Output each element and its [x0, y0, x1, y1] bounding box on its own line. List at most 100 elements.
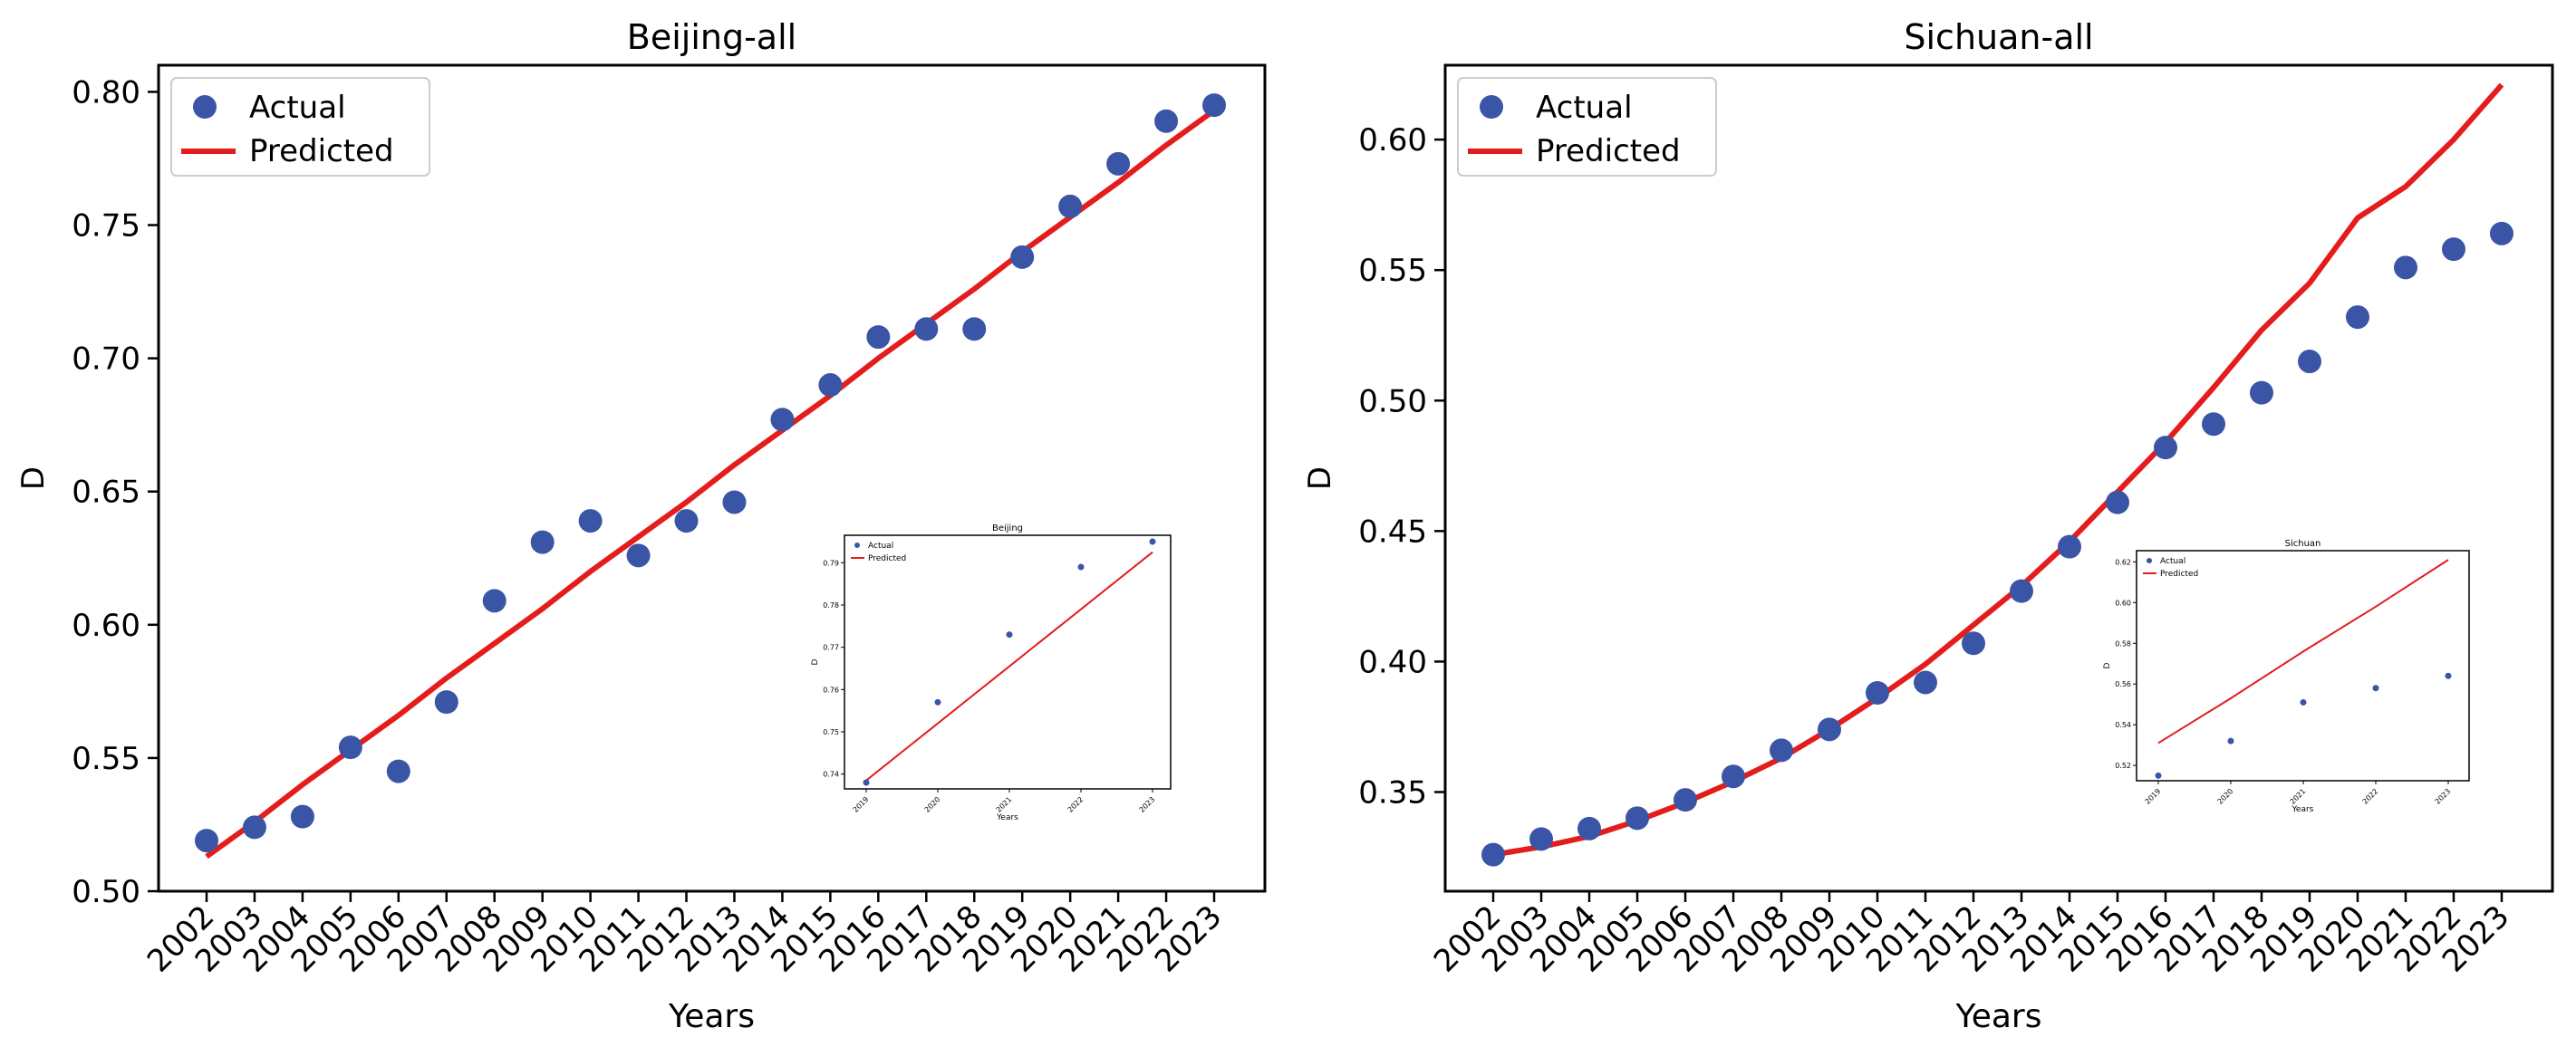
y-axis-label: D [15, 466, 52, 490]
actual-point [1481, 842, 1505, 867]
y-tick-label: 0.60 [72, 608, 140, 644]
y-tick-label: 0.65 [72, 475, 140, 511]
x-axis-label: Years [668, 998, 755, 1035]
chart-title: Beijing-all [627, 17, 796, 57]
legend-label-actual: Actual [249, 90, 346, 126]
y-tick-label: 0.55 [1358, 253, 1427, 289]
inset-y-tick-label: 0.77 [823, 644, 839, 652]
actual-point [866, 325, 891, 350]
inset-actual-point [2445, 672, 2452, 679]
actual-point [242, 815, 266, 840]
actual-point [578, 509, 603, 533]
actual-point [818, 373, 843, 398]
inset-title: Beijing [992, 524, 1023, 533]
actual-point [1722, 764, 1745, 789]
inset-actual-point [2300, 698, 2307, 706]
chart-panel-0: Beijing-all 0.50 0.55 0.60 0.65 0.70 0.75 0.80 2… [15, 17, 1267, 1035]
actual-point [2442, 237, 2465, 262]
inset-y-tick-label: 0.78 [823, 601, 839, 610]
inset-frame [844, 534, 1172, 790]
predicted-line [205, 108, 1216, 860]
inset-y-tick-label: 0.75 [823, 728, 839, 736]
inset-y-tick-label: 0.60 [2115, 599, 2131, 607]
inset-legend-label-actual: Actual [868, 542, 893, 551]
inset-legend-actual-marker [854, 543, 860, 548]
inset-y-tick-label: 0.76 [823, 686, 839, 694]
actual-point [1154, 109, 1179, 133]
chart-panel-1: Sichuan-all0.350.400.450.500.550.6020022… [1302, 17, 2554, 1035]
inset-y-tick-label: 0.54 [2115, 721, 2131, 729]
inset-x-axis-label: Years [2291, 805, 2314, 814]
y-tick-label: 0.55 [72, 741, 140, 777]
actual-point [2106, 490, 2129, 514]
y-tick-label: 0.35 [1358, 775, 1427, 812]
inset-y-axis-label: D [811, 658, 820, 665]
actual-point [914, 317, 939, 341]
actual-point [1577, 816, 1601, 840]
actual-point [1202, 93, 1226, 118]
inset-predicted-line [865, 551, 1153, 782]
actual-point [2394, 255, 2417, 280]
inset-actual-point [1077, 563, 1085, 571]
actual-point [1866, 681, 1889, 706]
actual-point [2010, 579, 2033, 603]
inset-legend-label-predicted: Predicted [2160, 570, 2198, 579]
actual-point [2058, 534, 2081, 559]
actual-point [674, 509, 699, 533]
actual-point [626, 543, 651, 568]
inset-y-tick-label: 0.79 [823, 559, 839, 567]
inset-x-tick-label: 2021 [2289, 787, 2308, 806]
inset-actual-point [2155, 772, 2162, 779]
actual-point [1674, 788, 1697, 812]
inset-chart: Beijing 0.74 0.75 0.76 0.77 0.78 0.79 2019 2020 2… [811, 524, 1172, 822]
actual-point [530, 530, 555, 554]
y-tick-label: 0.75 [72, 208, 140, 245]
legend-box [170, 77, 430, 177]
actual-point [2490, 221, 2513, 245]
inset-y-tick-label: 0.62 [2115, 558, 2131, 566]
actual-point [482, 589, 507, 613]
inset-actual-point [1149, 538, 1156, 545]
inset-x-tick-label: 2022 [1066, 795, 1085, 814]
legend-label-predicted: Predicted [249, 133, 394, 169]
actual-point [2154, 436, 2177, 460]
legend: Actual Predicted [170, 77, 430, 177]
y-tick-label: 0.60 [1358, 122, 1427, 158]
inset-legend-label-predicted: Predicted [868, 554, 906, 563]
inset-predicted-line [2157, 559, 2449, 744]
legend: Actual Predicted [1457, 77, 1717, 177]
inset-legend-label-actual: Actual [2160, 557, 2185, 566]
inset-title: Sichuan [2285, 539, 2321, 549]
legend-box [1457, 77, 1717, 177]
legend-label-actual: Actual [1536, 90, 1633, 126]
actual-point [2202, 412, 2225, 437]
y-axis-label: D [1302, 466, 1338, 490]
y-tick-label: 0.70 [72, 341, 140, 378]
inset-y-tick-label: 0.74 [823, 771, 839, 779]
inset-y-axis-label: D [2103, 662, 2112, 668]
legend-actual-marker [1480, 95, 1503, 119]
actual-point [1529, 827, 1553, 851]
inset-actual-point [863, 779, 870, 786]
actual-point [2250, 380, 2273, 405]
inset-actual-point [2227, 737, 2234, 744]
inset-chart: Sichuan 0.52 0.54 0.56 0.58 0.60 0.62 2019 2020 2… [2103, 539, 2470, 814]
actual-point [722, 490, 747, 514]
actual-point [338, 735, 362, 760]
actual-point [290, 804, 314, 829]
actual-point [1962, 631, 1985, 656]
inset-actual-point [1006, 631, 1013, 639]
actual-point [1770, 738, 1793, 763]
actual-point [2298, 350, 2321, 374]
actual-point [195, 829, 218, 853]
chart-title: Sichuan-all [1904, 17, 2093, 57]
inset-x-axis-label: Years [996, 813, 1018, 822]
actual-point [1058, 194, 1083, 218]
actual-point [386, 759, 410, 783]
inset-y-tick-label: 0.56 [2115, 680, 2131, 688]
inset-y-tick-label: 0.52 [2115, 762, 2131, 770]
y-tick-label: 0.50 [72, 874, 140, 910]
inset-x-tick-label: 2023 [1138, 795, 1157, 814]
y-tick-label: 0.80 [72, 74, 140, 110]
y-tick-label: 0.45 [1358, 514, 1427, 550]
